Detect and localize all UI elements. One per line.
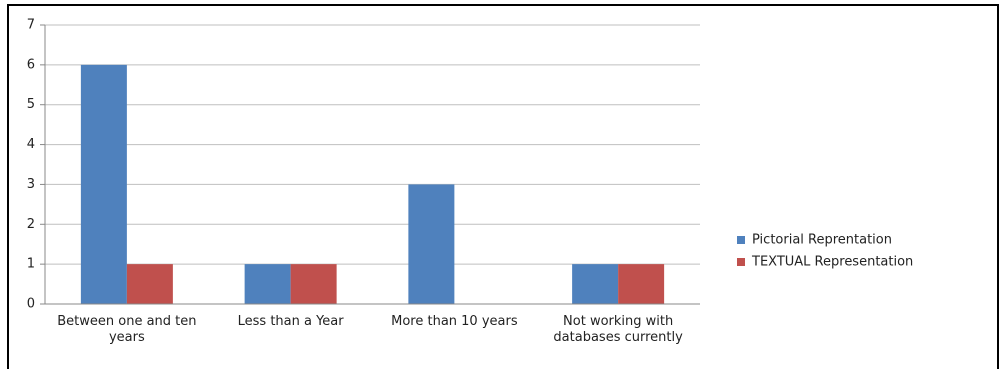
legend-label: TEXTUAL Representation — [751, 255, 913, 270]
x-tick-label: Between one and ten years — [57, 314, 197, 345]
x-tick-label: Less than a Year — [237, 314, 344, 329]
y-tick-label: 1 — [27, 257, 35, 272]
legend-swatch — [737, 236, 745, 244]
legend-label: Pictorial Reprentation — [752, 233, 892, 248]
bar — [408, 184, 455, 304]
x-tick-label: More than 10 years — [391, 314, 518, 329]
bar — [290, 264, 337, 304]
bar — [80, 64, 127, 304]
x-tick-label: Not working with databases currently — [553, 314, 683, 345]
y-tick-label: 5 — [27, 97, 35, 112]
y-tick-label: 2 — [27, 217, 35, 232]
frame — [7, 4, 999, 369]
y-tick-label: 6 — [27, 57, 35, 72]
y-tick-label: 7 — [27, 18, 35, 33]
y-tick-label: 4 — [27, 137, 35, 152]
y-tick-label: 0 — [27, 297, 35, 312]
bar — [244, 264, 291, 304]
bar — [126, 264, 173, 304]
y-tick-label: 3 — [27, 177, 35, 192]
bar — [572, 264, 619, 304]
legend-swatch — [737, 258, 745, 266]
bar — [618, 264, 665, 304]
